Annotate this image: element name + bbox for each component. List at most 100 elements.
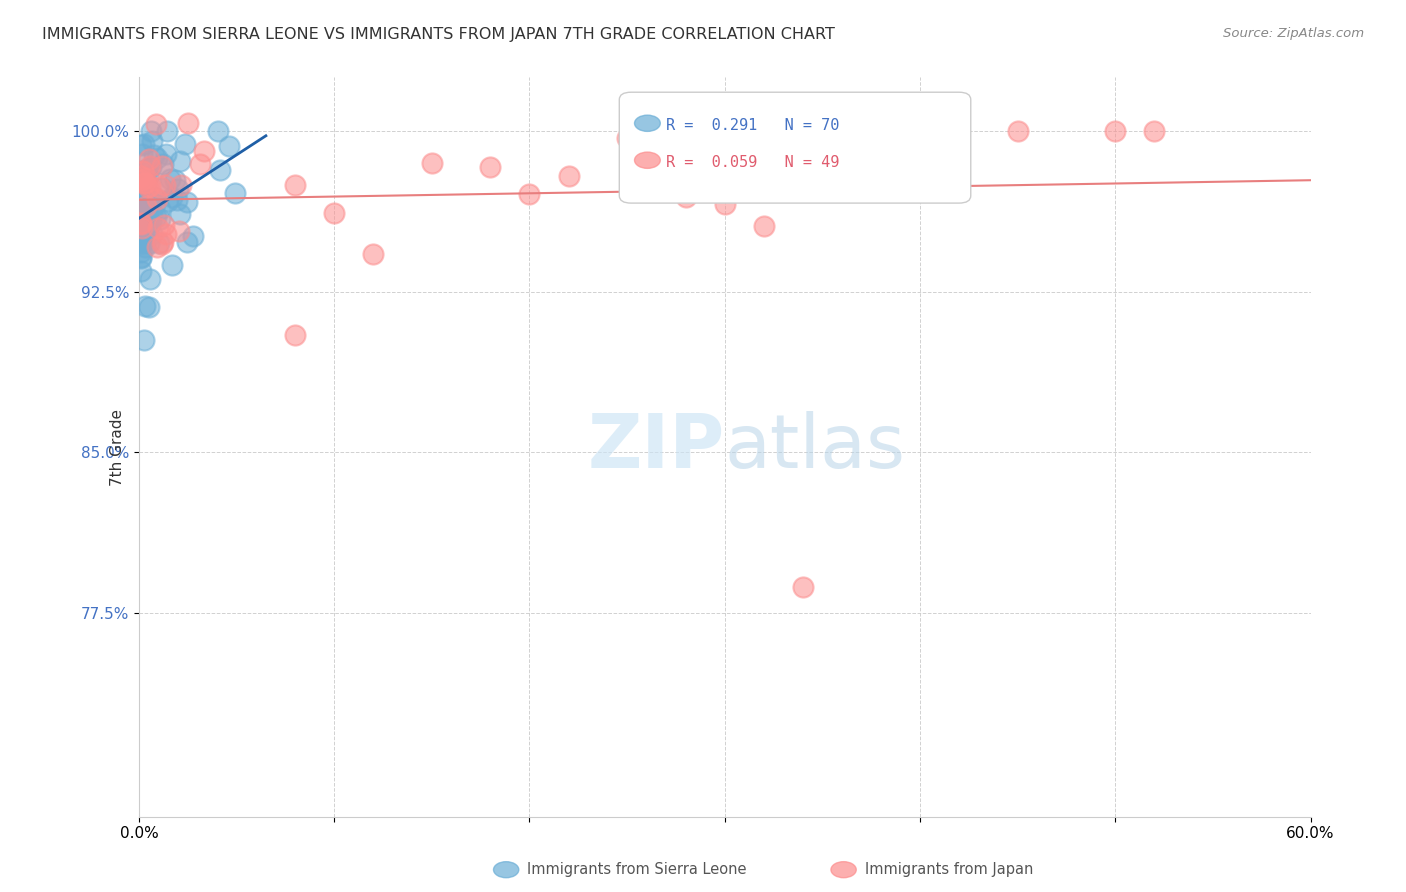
Point [129, 216, 152, 230]
Point [135, 161, 157, 176]
Point [134, 171, 156, 186]
Point [1007, 124, 1029, 138]
Point [177, 116, 200, 130]
Point [131, 231, 153, 245]
Text: Immigrants from Japan: Immigrants from Japan [865, 863, 1033, 877]
Point [131, 146, 153, 161]
Point [134, 176, 156, 190]
Point [811, 124, 834, 138]
Point [159, 171, 181, 186]
Point [141, 124, 163, 138]
Point [132, 193, 155, 207]
Point [132, 164, 155, 178]
Text: R =  0.291   N = 70: R = 0.291 N = 70 [666, 118, 839, 133]
Point [141, 214, 163, 228]
Point [129, 196, 152, 211]
Point [152, 237, 174, 252]
Point [519, 187, 541, 202]
Point [152, 235, 174, 250]
Point [141, 227, 163, 241]
Point [146, 240, 169, 254]
Point [145, 210, 167, 224]
Point [174, 136, 197, 151]
Text: atlas: atlas [724, 410, 905, 483]
Point [132, 235, 155, 249]
Point [156, 124, 179, 138]
Point [132, 137, 155, 152]
Point [134, 240, 156, 254]
Point [138, 236, 160, 251]
Point [135, 190, 157, 204]
Point [169, 154, 191, 169]
Text: ZIP: ZIP [588, 410, 724, 483]
Circle shape [634, 153, 661, 169]
Point [167, 223, 190, 237]
Point [149, 211, 172, 226]
Point [616, 131, 638, 145]
Point [138, 179, 160, 194]
Point [129, 226, 152, 240]
Point [139, 272, 162, 286]
Point [129, 194, 152, 209]
Point [131, 206, 153, 220]
Point [218, 139, 240, 153]
Point [193, 145, 215, 159]
Point [792, 580, 814, 594]
Point [170, 178, 193, 192]
Point [129, 244, 152, 259]
Point [129, 230, 152, 244]
Y-axis label: 7th Grade: 7th Grade [110, 409, 125, 485]
Text: R =  0.059   N = 49: R = 0.059 N = 49 [666, 155, 839, 170]
Point [155, 178, 177, 192]
Point [176, 194, 198, 209]
Point [160, 258, 183, 272]
Point [131, 235, 153, 250]
Point [141, 160, 163, 174]
Point [209, 163, 232, 178]
Point [138, 152, 160, 166]
Point [420, 156, 443, 170]
Point [188, 157, 211, 171]
Point [131, 214, 153, 228]
Circle shape [634, 115, 661, 131]
Point [138, 217, 160, 231]
Point [155, 147, 177, 161]
Text: IMMIGRANTS FROM SIERRA LEONE VS IMMIGRANTS FROM JAPAN 7TH GRADE CORRELATION CHAR: IMMIGRANTS FROM SIERRA LEONE VS IMMIGRAN… [42, 27, 835, 42]
Point [1104, 124, 1126, 138]
Point [136, 169, 159, 184]
Point [131, 173, 153, 187]
Point [136, 179, 159, 194]
Point [145, 117, 167, 131]
Point [139, 159, 162, 173]
Point [224, 186, 246, 200]
Point [136, 221, 159, 235]
Point [131, 221, 153, 235]
Point [134, 299, 156, 313]
Point [145, 192, 167, 206]
Point [713, 196, 735, 211]
Point [148, 236, 170, 251]
Point [132, 333, 155, 347]
Point [169, 207, 191, 221]
Point [146, 220, 169, 235]
Point [129, 264, 152, 278]
Point [146, 152, 169, 166]
Point [136, 202, 159, 217]
Point [135, 199, 157, 213]
Point [155, 227, 177, 241]
Point [149, 180, 172, 194]
Point [138, 194, 160, 208]
Point [181, 229, 204, 244]
Text: Source: ZipAtlas.com: Source: ZipAtlas.com [1223, 27, 1364, 40]
Point [134, 169, 156, 184]
Point [132, 209, 155, 223]
Point [1143, 124, 1166, 138]
Point [143, 148, 166, 162]
Point [129, 137, 152, 152]
Point [153, 219, 176, 233]
Point [479, 160, 502, 174]
Point [166, 193, 188, 207]
Point [675, 189, 697, 203]
Point [156, 194, 179, 208]
Point [207, 124, 229, 138]
